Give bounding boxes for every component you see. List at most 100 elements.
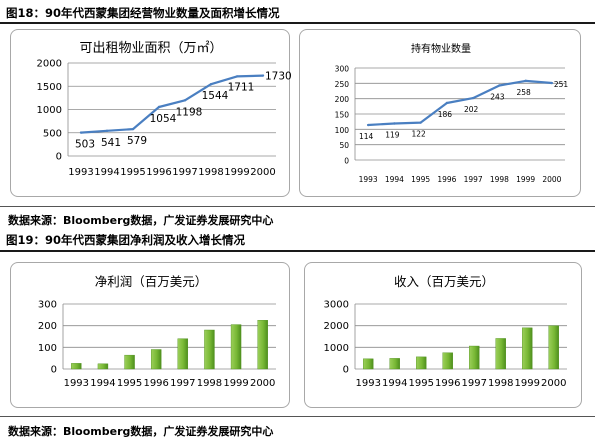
data-point [445,101,449,105]
x-tick-label: 1998 [488,378,513,389]
x-tick-label: 1994 [385,175,404,184]
y-tick-label: 0 [344,157,349,166]
x-tick-label: 1995 [120,167,145,178]
bar [442,352,453,370]
bar [469,345,480,370]
x-tick-label: 2000 [542,175,561,184]
data-label: 122 [411,130,426,139]
y-tick-label: 100 [335,126,350,135]
chart-revenue: 收入（百万美元） 0 1000 2000 3000 1993 1994 1995 1996 199… [304,262,582,408]
chart-title: 可出租物业面积（万㎡） [79,41,222,56]
x-tick-label: 1997 [170,378,195,389]
x-tick-label: 1993 [68,167,93,178]
y-tick-label: 150 [335,111,350,120]
x-tick-label: 1999 [515,378,540,389]
x-tick-label: 2000 [250,167,275,178]
x-tick-label: 1998 [197,378,222,389]
y-tick-label: 1500 [37,82,62,93]
data-point [393,122,396,125]
data-point [235,75,239,78]
bar [71,363,82,370]
data-point [471,96,475,100]
bar [522,327,533,370]
data-point [157,105,161,109]
bar [124,354,135,370]
data-point [79,131,83,134]
y-tick-label: 1000 [37,105,62,116]
y-tick-label: 300 [38,300,57,311]
y-tick-label: 200 [38,321,57,332]
data-point [498,84,501,87]
bar [97,363,109,370]
bar [150,349,162,370]
title-rule [0,250,595,252]
x-tick-label: 1995 [411,175,430,184]
y-tick-label: 100 [38,343,57,354]
chart-leasable-area: 可出租物业面积（万㎡） 0 500 1000 1500 2000 1993 1994 1995 1… [10,29,292,197]
x-tick-label: 1994 [94,167,119,178]
chart-net-profit: 净利润（百万美元） 0 100 200 300 1993 1994 1995 1996 1997 1… [10,262,290,408]
x-tick-label: 1996 [143,378,168,389]
y-tick-label: 50 [339,141,349,150]
y-tick-label: 300 [335,65,350,74]
series-line [368,79,552,127]
data-point [524,79,527,83]
data-label: 503 [75,139,95,151]
series-line [80,74,264,134]
data-label: 1730 [265,71,292,83]
y-tick-label: 1000 [324,343,349,354]
x-tick-label: 2000 [541,378,566,389]
chart-property-count: 持有物业数量 0 50 100 150 200 250 300 1993 1994 1995 1996… [299,29,581,197]
source-note: 数据来源：Bloomberg数据，广发证券发展研究中心 [8,425,274,438]
data-label: 1711 [228,81,255,93]
y-tick-label: 0 [343,365,349,376]
x-tick-label: 1993 [64,378,89,389]
x-tick-label: 1993 [356,378,381,389]
title-rule [0,22,595,24]
bar [548,325,559,370]
x-tick-label: 1993 [359,175,378,184]
y-tick-label: 3000 [324,300,349,311]
data-label: 1054 [150,113,177,125]
data-label: 243 [490,92,505,101]
y-tick-label: 2000 [324,321,349,332]
bar [495,338,506,370]
x-tick-label: 1994 [90,378,115,389]
bar [257,320,268,370]
figure-title: 图18：90年代西蒙集团经营物业数量及面积增长情况 [6,6,280,20]
x-tick-label: 2000 [250,378,275,389]
data-label: 541 [101,137,121,149]
data-label: 258 [516,88,531,97]
bar [204,329,215,370]
data-point [550,81,554,85]
x-tick-label: 1999 [223,378,248,389]
figure-title: 图19：90年代西蒙集团净利润及收入增长情况 [6,233,246,247]
y-tick-label: 0 [56,152,62,163]
data-label: 186 [438,110,453,119]
y-tick-label: 200 [335,95,350,104]
bar [230,324,242,370]
source-rule [0,416,595,417]
x-tick-label: 1995 [117,378,142,389]
y-tick-label: 250 [335,80,350,89]
chart-title: 持有物业数量 [411,42,471,55]
source-rule [0,206,595,207]
data-point [105,129,109,133]
data-point [131,127,135,131]
x-tick-label: 1996 [437,175,456,184]
x-tick-label: 1994 [382,378,407,389]
chart-title: 收入（百万美元） [394,274,494,289]
data-label: 251 [554,80,569,89]
y-tick-label: 500 [43,128,62,139]
data-point [209,83,213,86]
data-label: 579 [127,135,147,147]
x-tick-label: 1997 [464,175,483,184]
line-chart-property-count: 持有物业数量 0 50 100 150 200 250 300 1993 1994 1995 1996… [335,42,569,184]
bar [363,358,374,370]
data-label: 1544 [202,90,229,102]
x-tick-label: 1995 [409,378,434,389]
x-tick-label: 1997 [172,167,197,178]
bar [389,358,400,370]
